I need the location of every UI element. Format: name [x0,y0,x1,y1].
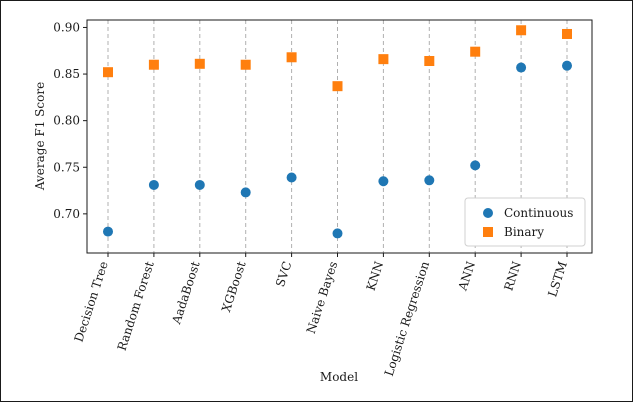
plot-area [86,19,593,254]
y-tick-label: 0.90 [53,20,80,34]
y-tick-label: 0.75 [53,160,80,174]
point-continuous [516,62,527,73]
point-binary [286,52,297,63]
point-continuous [194,179,205,190]
x-tick-label: Decision Tree [72,260,111,344]
point-binary [562,28,572,39]
point-continuous [240,187,251,198]
y-axis: 0.70 0.75 0.80 0.85 0.90 [53,20,87,221]
point-continuous [103,226,113,237]
point-binary [148,59,159,70]
point-continuous [470,160,481,171]
point-binary [470,46,481,57]
point-binary [194,58,205,69]
x-tick-label: SVC [273,260,294,289]
x-tick-label: KNN [364,260,387,293]
x-tick-label: ANN [455,260,478,293]
point-binary [516,25,527,36]
legend-label-binary: Binary [504,225,544,239]
x-tick-label: RNN [501,260,524,293]
x-tick-label: Random Forest [115,259,157,352]
x-tick-label: XGBoost [219,259,249,313]
data-marks [103,25,572,239]
point-binary [378,54,389,65]
point-continuous [148,179,159,190]
x-tick-label: AadaBoost [169,259,203,326]
x-tick-label: Logistic Regression [382,259,432,378]
x-tick-label: LSTM [545,260,570,299]
y-tick-label: 0.85 [53,67,80,81]
point-binary [240,59,251,70]
legend-marker-continuous [483,208,493,218]
point-continuous [332,228,343,239]
point-binary [424,56,435,67]
legend-label-continuous: Continuous [504,206,573,220]
x-axis: Decision Tree Random Forest AadaBoost XGBoo… [72,253,570,378]
x-axis-label: Model [320,370,358,384]
y-tick-label: 0.80 [53,114,80,128]
legend-box [464,197,586,247]
y-tick-label: 0.70 [53,207,80,221]
x-tick-label: Naive Bayes [304,260,341,336]
point-continuous [378,176,389,187]
point-continuous [562,60,572,71]
point-binary [103,67,113,78]
y-axis-label: Average F1 Score [33,82,47,191]
legend-marker-binary [483,227,493,237]
point-continuous [286,172,297,183]
point-binary [332,81,343,92]
legend: Continuous Binary [464,197,586,247]
point-continuous [424,175,435,186]
